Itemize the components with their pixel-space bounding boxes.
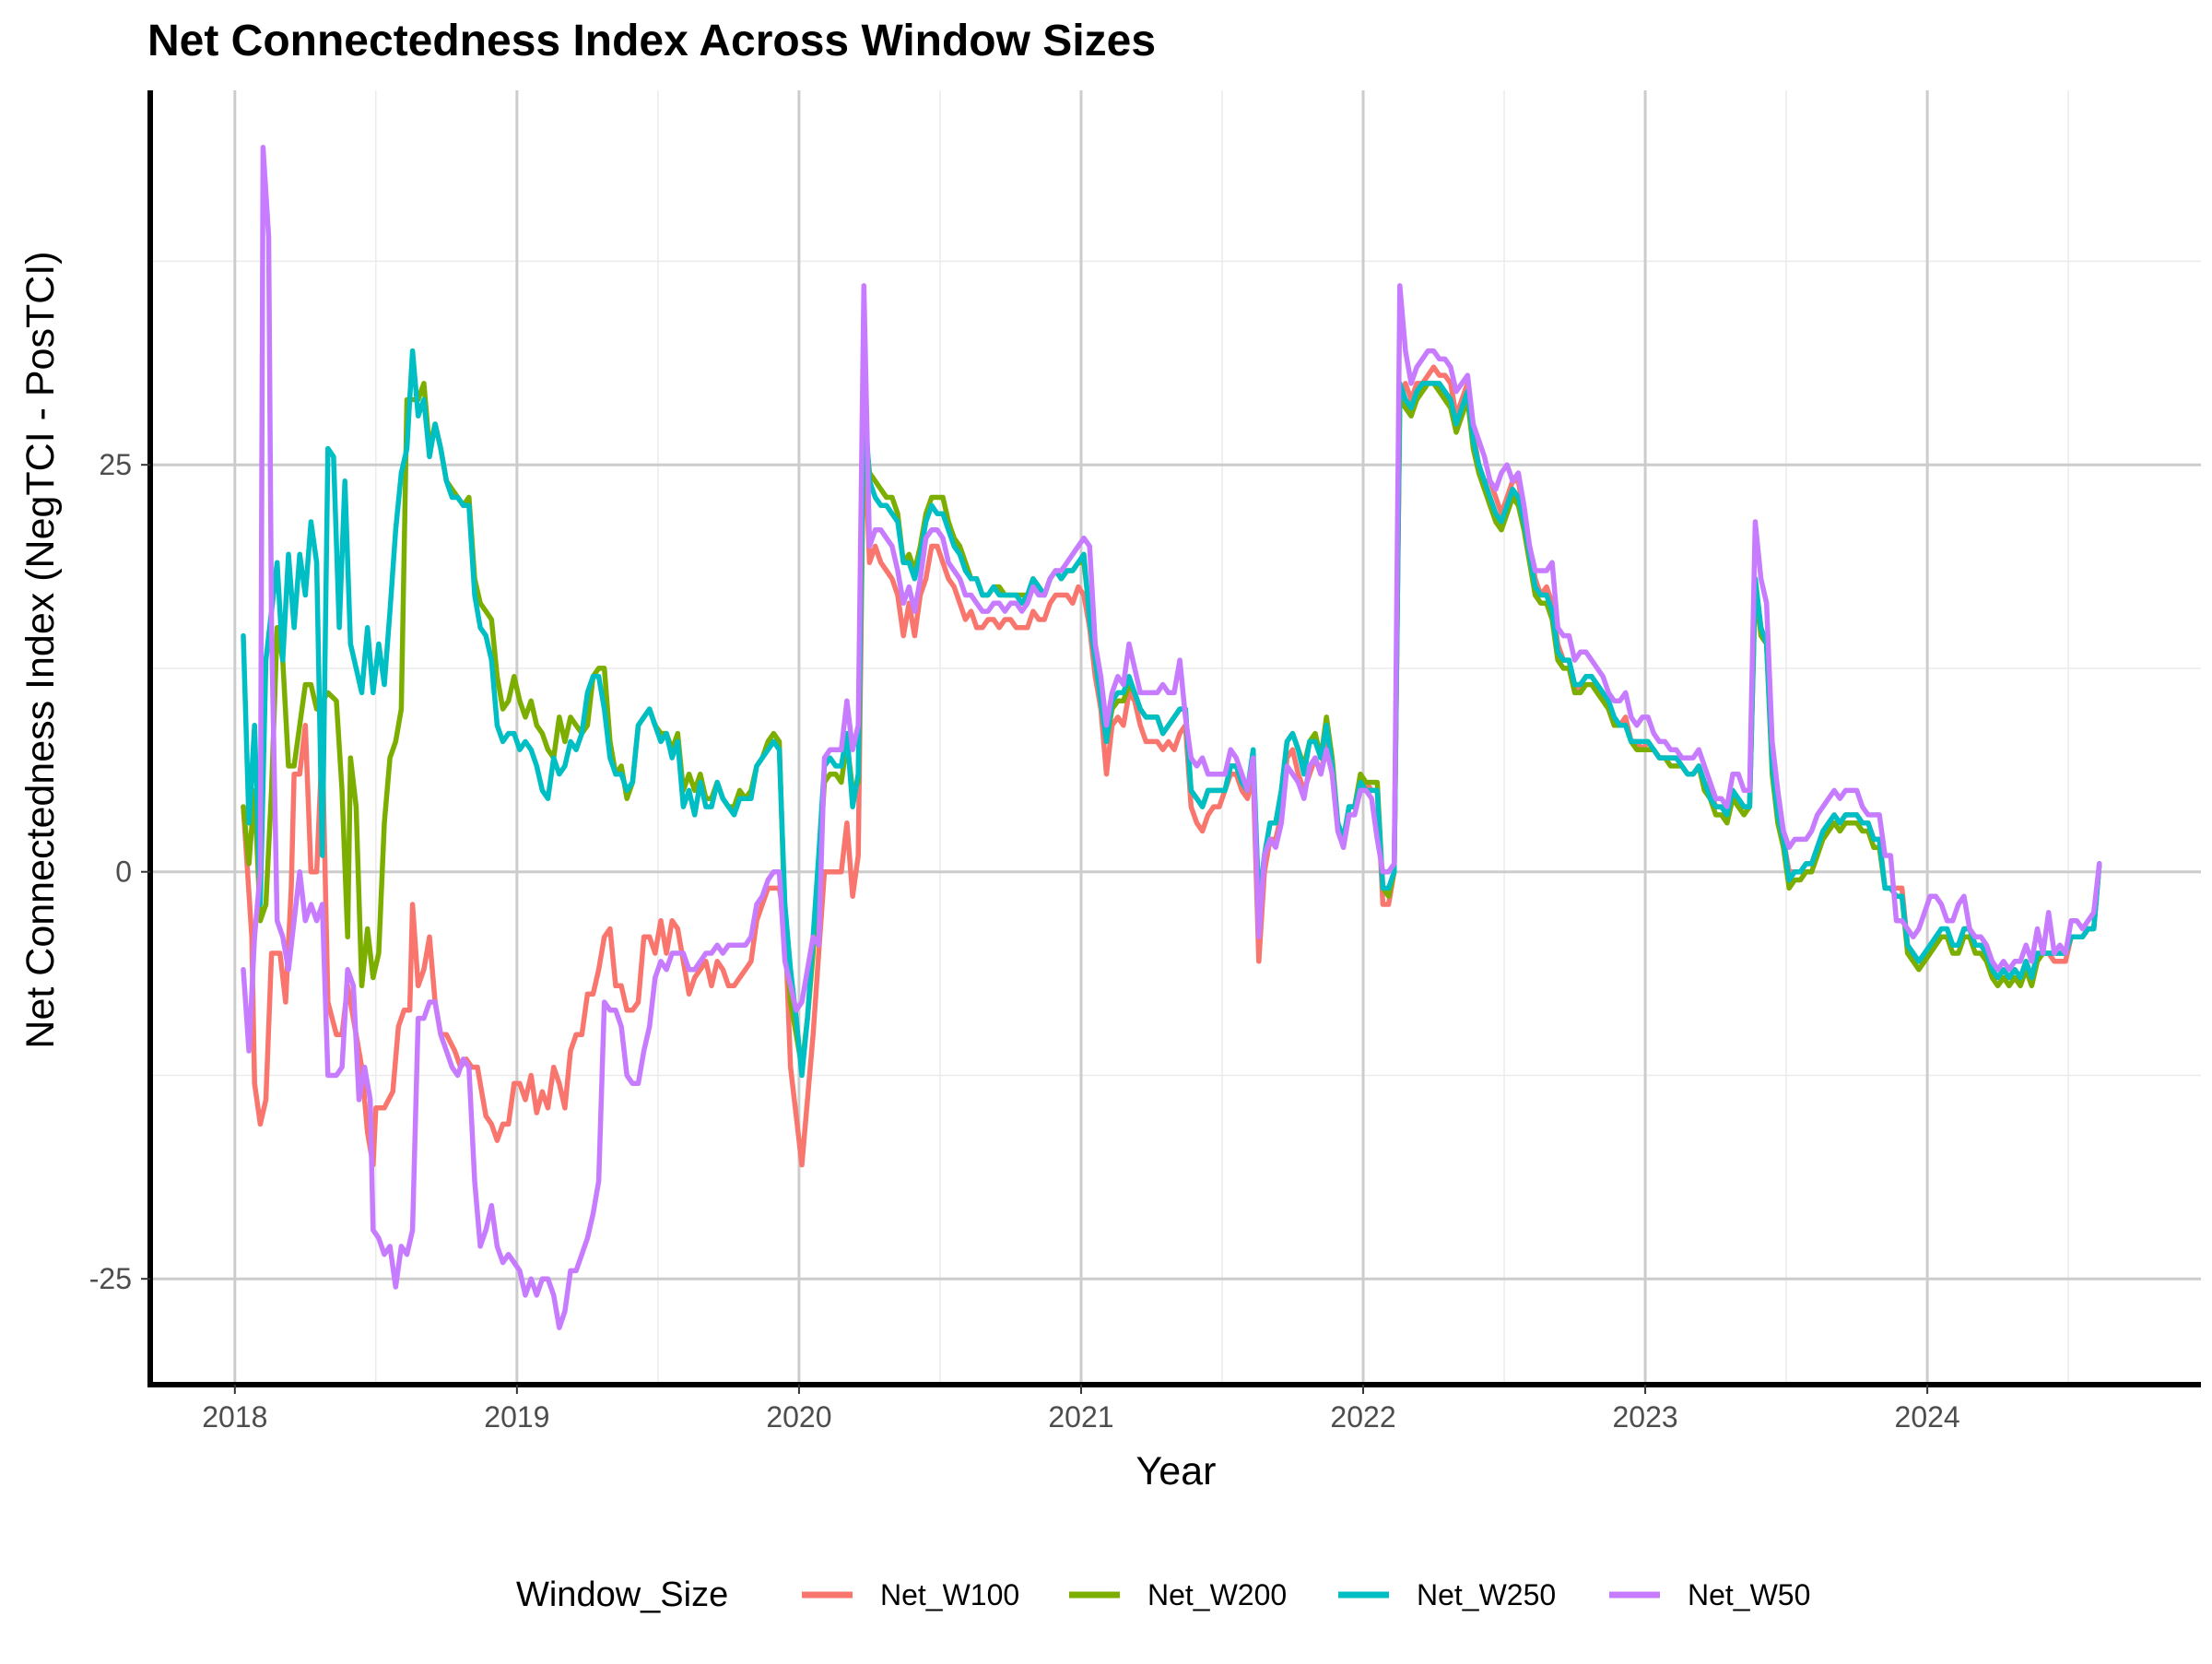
x-tick-label: 2024 bbox=[1895, 1400, 1960, 1434]
x-tick-label: 2022 bbox=[1330, 1400, 1395, 1434]
x-tick-label: 2020 bbox=[766, 1400, 831, 1434]
y-tick-label: 25 bbox=[99, 448, 132, 481]
legend-label: Net_W50 bbox=[1688, 1578, 1810, 1611]
legend-label: Net_W200 bbox=[1147, 1578, 1287, 1611]
legend-title: Window_Size bbox=[516, 1575, 728, 1614]
legend-label: Net_W250 bbox=[1417, 1578, 1556, 1611]
series-lines bbox=[241, 145, 2102, 1330]
y-tick-label: -25 bbox=[89, 1262, 132, 1295]
x-tick-label: 2018 bbox=[202, 1400, 267, 1434]
x-tick-label: 2023 bbox=[1612, 1400, 1677, 1434]
x-tick-label: 2021 bbox=[1048, 1400, 1113, 1434]
y-tick-label: 0 bbox=[115, 856, 132, 889]
y-axis-title: Net Connectedness Index (NegTCI - PosTCI… bbox=[18, 251, 63, 1048]
legend: Window_Size Net_W100 Net_W200 Net_W250 Net_… bbox=[516, 1575, 1810, 1614]
gridlines bbox=[150, 90, 2201, 1385]
x-tick-label: 2019 bbox=[484, 1400, 549, 1434]
series-line-net-w250 bbox=[241, 348, 2102, 1079]
series-line-net-w50 bbox=[241, 145, 2102, 1330]
x-axis-title: Year bbox=[1136, 1449, 1217, 1493]
legend-label: Net_W100 bbox=[880, 1578, 1019, 1611]
axes: 2018 2019 2020 2021 2022 2023 2024 -25 0 25 bbox=[89, 90, 2201, 1434]
series-line-net-w100 bbox=[241, 364, 2102, 1168]
chart-title: Net Connectedness Index Across Window Si… bbox=[147, 17, 1156, 65]
